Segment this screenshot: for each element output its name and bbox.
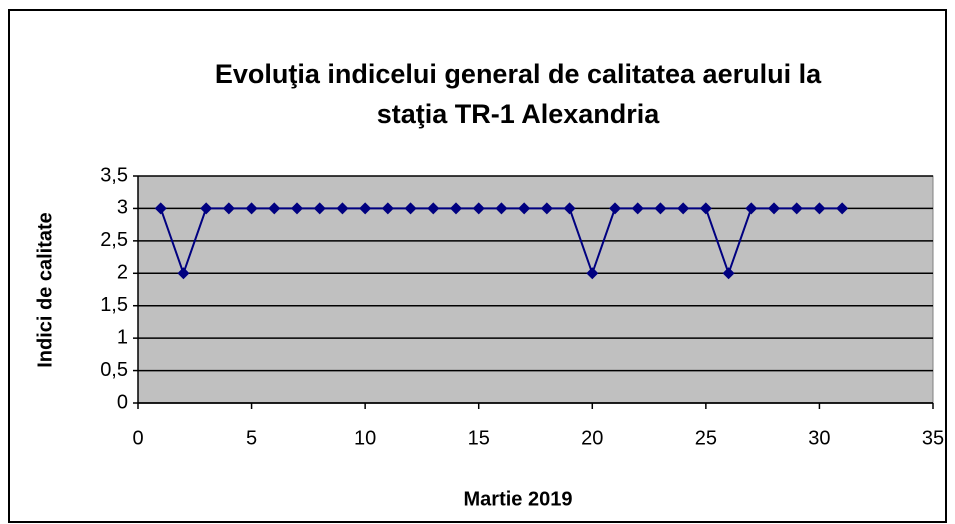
data-point	[268, 202, 281, 215]
data-point	[609, 202, 621, 215]
y-tick-label: 2,5	[100, 229, 128, 251]
data-point	[222, 202, 235, 215]
x-tick-label: 25	[695, 427, 717, 449]
data-point	[472, 202, 485, 215]
data-point	[359, 202, 372, 215]
x-axis-label: Martie 2019	[464, 488, 573, 510]
x-tick-label: 10	[354, 427, 376, 449]
x-tick-label: 15	[468, 427, 490, 449]
data-point	[336, 202, 349, 215]
data-point	[563, 202, 576, 215]
chart-title: Evoluţia indicelui general de calitatea …	[215, 59, 822, 89]
data-point	[745, 202, 758, 215]
x-tick-label: 5	[246, 427, 257, 449]
data-point	[177, 267, 190, 280]
y-tick-label: 1,5	[100, 294, 128, 316]
data-point	[677, 202, 690, 215]
data-point	[722, 267, 735, 280]
data-point	[836, 202, 849, 215]
x-tick-label: 20	[581, 427, 603, 449]
data-point	[427, 202, 440, 215]
y-tick-label: 0,5	[100, 359, 128, 381]
data-point	[518, 202, 531, 215]
data-point	[654, 202, 667, 215]
data-point	[586, 267, 599, 280]
x-tick-label: 0	[132, 427, 143, 449]
chart-title: staţia TR-1 Alexandria	[377, 99, 661, 129]
data-point	[381, 202, 394, 215]
data-point	[699, 202, 712, 215]
y-tick-label: 0	[117, 391, 128, 413]
y-tick-label: 2	[117, 262, 128, 284]
x-tick-label: 35	[922, 427, 944, 449]
data-point	[450, 202, 462, 215]
data-point	[790, 202, 803, 215]
data-point	[768, 202, 780, 215]
data-point	[631, 202, 644, 215]
y-tick-label: 3,5	[100, 164, 128, 186]
data-point	[813, 202, 826, 215]
data-point	[245, 202, 258, 215]
data-point	[540, 202, 553, 215]
x-tick-label: 30	[808, 427, 830, 449]
data-point	[291, 202, 303, 215]
y-axis-label: Indici de calitate	[34, 212, 56, 368]
data-point	[313, 202, 326, 215]
data-point	[404, 202, 417, 215]
y-tick-label: 3	[117, 197, 128, 219]
data-point	[200, 202, 213, 215]
data-point	[495, 202, 508, 215]
data-point	[154, 202, 167, 215]
plot-area	[137, 175, 934, 404]
y-tick-label: 1	[117, 326, 128, 348]
